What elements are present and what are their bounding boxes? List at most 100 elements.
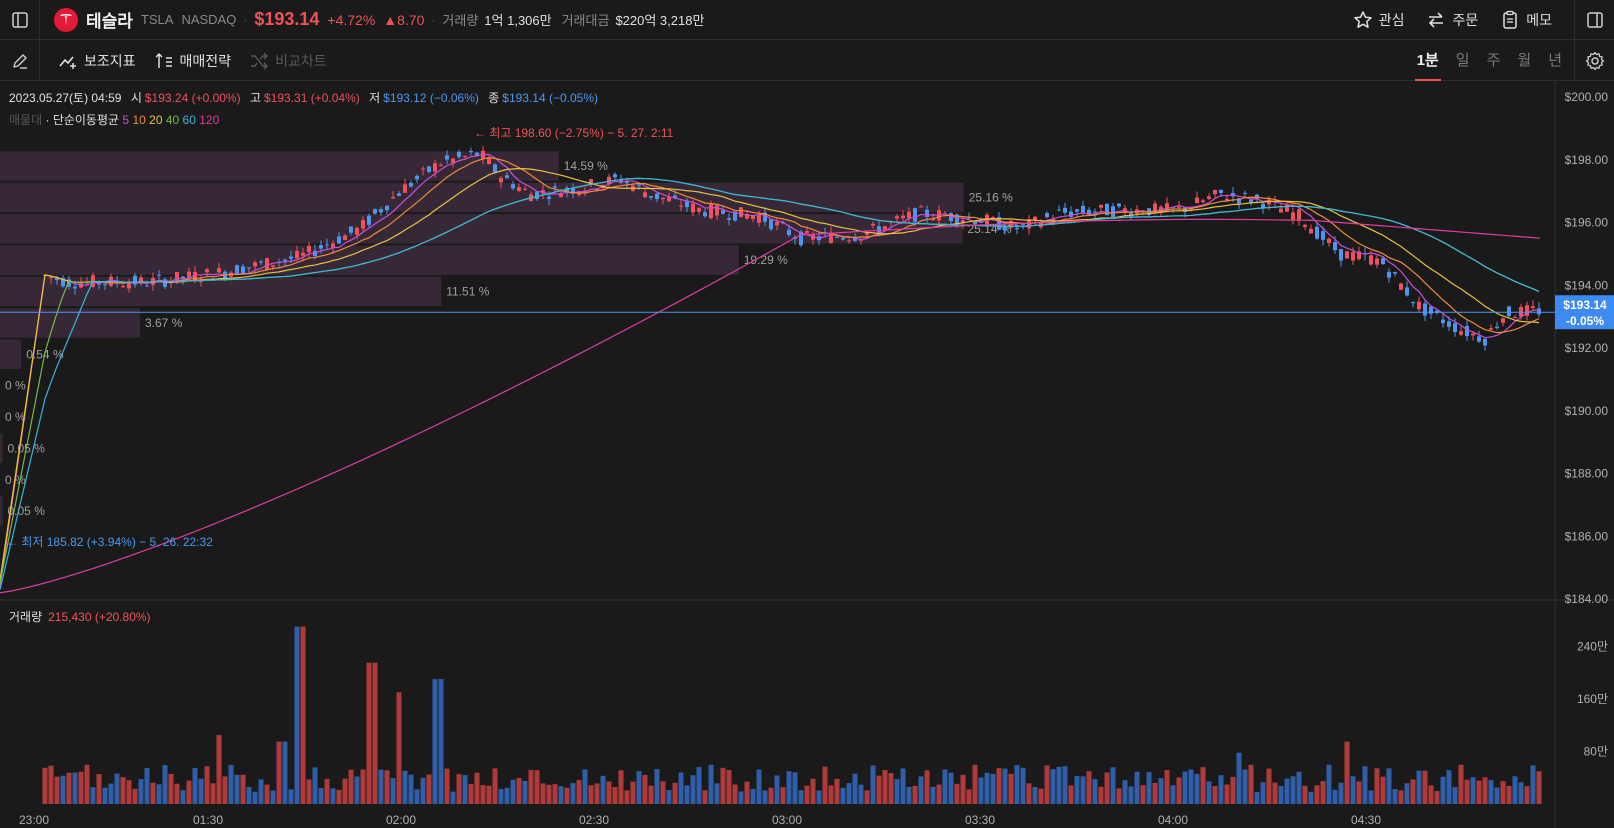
volume-bar [1014,765,1020,804]
time-axis-tick: 04:30 [1351,813,1381,827]
compare-chart-button[interactable]: 비교차트 [249,51,327,71]
candle-body [1537,308,1541,315]
price-axis-tick: $198.00 [1565,153,1609,167]
volume-bar [924,770,930,804]
volume-bar [1092,779,1098,804]
candle-body [1531,306,1535,309]
period-0[interactable]: 1분 [1414,41,1441,81]
volume-bar [630,781,636,804]
candle-body [133,275,137,285]
volume-bar [1350,776,1356,804]
volume-bar [1416,770,1422,804]
period-1[interactable]: 일 [1455,52,1470,69]
sort-arrows-icon [155,52,172,68]
sidebar-toggle-icon[interactable] [0,0,40,40]
volume-bar [210,783,216,804]
period-4[interactable]: 년 [1548,52,1562,69]
settings-gear-icon[interactable] [1574,41,1614,81]
volume-bar [1248,764,1254,804]
draw-pen-icon[interactable] [0,40,40,81]
volume-bar [654,769,660,804]
candle-body [1237,198,1241,204]
candle-body [1063,207,1067,213]
volume-bar [162,765,168,804]
ma-5: 5 [122,113,130,127]
volume-bar [126,780,132,804]
candle-body [439,164,443,166]
volume-bar [1326,764,1332,804]
volume-bar [1068,785,1074,804]
candle-body [1195,197,1199,204]
volume-bar [564,787,570,804]
volume-bar [1044,765,1050,804]
volume-bar [870,765,876,804]
candle-body [163,279,167,287]
candle-body [1369,255,1373,265]
volume-bar [354,776,360,804]
strategy-button[interactable]: 매매전략 [154,51,231,71]
candle-body [499,178,503,183]
volume-bar [636,771,642,804]
candle-body [511,184,515,189]
volume-bar [930,786,936,804]
memo-button[interactable]: 메모 [1500,10,1552,30]
candle-body [1165,203,1169,211]
candle-body [487,158,491,165]
candle-body [181,276,185,279]
indicators-button[interactable]: 보조지표 [58,51,136,71]
candle-body [1501,318,1505,323]
volume-bar [54,776,60,804]
tesla-logo-icon [54,7,78,32]
candle-body [973,221,977,225]
candle-body [625,180,629,184]
volume-bar [912,785,918,804]
candle-body [331,243,335,248]
volume-bar [192,768,198,804]
candle-body [319,244,323,249]
volume-bar [498,789,504,804]
candle-body [571,187,575,194]
volume-bar [282,741,288,804]
watch-button[interactable]: 관심 [1353,10,1404,30]
period-3[interactable]: 월 [1517,52,1532,69]
volume-bar [678,772,684,804]
volume-profile-label: 25.16 % [969,190,1013,204]
volume-bar [426,774,432,804]
period-2[interactable]: 주 [1486,52,1501,69]
candle-body [679,205,683,207]
volume-bar [906,786,912,804]
volume-bar [1488,779,1494,804]
volume-bar [228,765,234,804]
candle-body [853,237,857,241]
volume-bar [450,791,456,804]
candle-body [691,203,695,213]
candle-body [907,211,911,219]
volume-bar [1296,771,1302,804]
volume-bar [120,777,126,804]
volume-bar [852,773,858,804]
volume-bar [822,766,828,804]
order-button[interactable]: 주문 [1426,10,1478,30]
volume-bar [204,766,210,804]
volume-profile-bar [0,496,3,526]
right-panel-toggle-icon[interactable] [1574,0,1614,40]
candle-body [475,152,479,156]
volume-bar [168,773,174,804]
volume-bar [1098,786,1104,804]
price-chart[interactable]: 14.59 %25.16 %25.14 %19.29 %11.51 %3.67 … [0,81,1614,828]
time-axis-tick: 03:00 [772,813,802,827]
candle-body [913,208,917,222]
price-axis-tick: $194.00 [1565,278,1609,292]
ma-legend[interactable]: 매물대 · 단순이동평균 5 10 20 40 60 120 [9,113,220,127]
candle-body [505,175,509,179]
volume-bar [1056,766,1062,804]
candle-body [805,230,809,234]
candle-body [1297,209,1301,221]
volume-bar [330,788,336,804]
candle-body [667,197,671,202]
candle-body [721,210,725,214]
price-axis-tick: $192.00 [1565,341,1609,355]
candle-body [469,150,473,153]
volume-bar [1032,786,1038,804]
volume-bar [1242,769,1248,804]
